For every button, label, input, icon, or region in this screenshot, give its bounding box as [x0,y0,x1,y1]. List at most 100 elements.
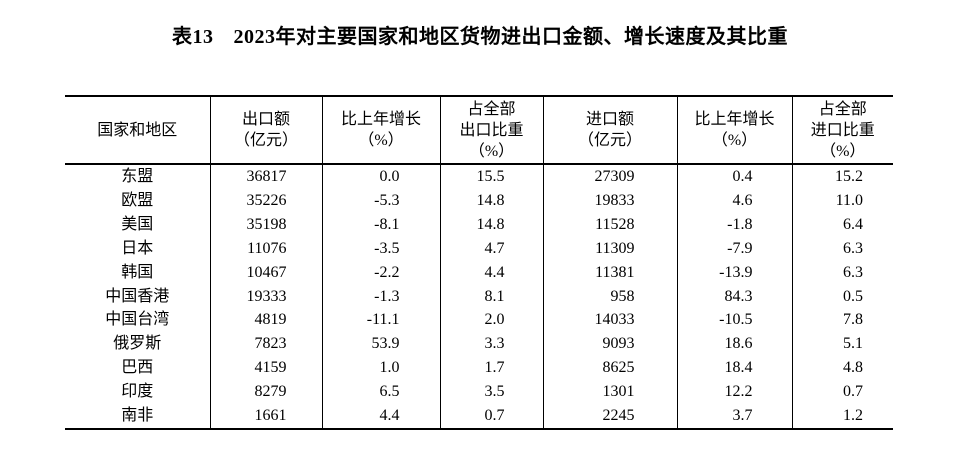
value-cell: 10467 [209,260,322,285]
value-cell: 11528 [542,212,677,237]
region-cell: 日本 [121,239,154,257]
value-cell: 14033 [542,308,677,333]
value-cell: 1661 [209,404,322,429]
column-header-line: 进口额 [585,111,634,128]
value-cell: 8279 [209,380,322,405]
value-cell: 5.1 [791,332,893,357]
value-cell: 15.2 [791,164,893,189]
column-header-line: 比上年增长 [694,111,775,128]
column-header-import-growth: 比上年增长 （%） [676,96,792,164]
value-cell: 958 [542,284,677,309]
trade-table: 国家和地区 出口额 （亿元） 比上年增长 （%） 占全部 出口比重 （%） 进口额 （亿元） 比上年… [65,95,893,430]
column-header-import-amount: 进口额 （亿元） [542,96,677,164]
value-cell: -1.8 [676,212,792,237]
table-row: 美国 35198 -8.1 14.8 11528 -1.8 6.4 [65,212,893,237]
value-cell: 1301 [542,380,677,405]
value-cell: 11076 [209,236,322,261]
column-header-country-region: 国家和地区 [65,96,210,164]
value-cell: 84.3 [676,284,792,309]
value-cell: 1.0 [321,356,440,381]
value-cell: 18.4 [676,356,792,381]
value-cell: 4.7 [439,236,543,261]
value-cell: 6.5 [321,380,440,405]
region-cell: 欧盟 [121,191,154,209]
column-header-line: 国家和地区 [97,121,178,139]
column-header-line: 出口额 [241,111,290,128]
value-cell: 36817 [209,164,322,189]
column-header-import-share: 占全部 进口比重 （%） [791,96,893,164]
value-cell: 8.1 [439,284,543,309]
value-cell: 1.7 [439,356,543,381]
column-header-line: 出口比重 [459,121,524,139]
value-cell: 1.2 [791,404,893,429]
value-cell: -13.9 [676,260,792,285]
value-cell: 2245 [542,404,677,429]
table-number: 表13 [172,26,214,48]
region-cell: 东盟 [121,168,154,185]
region-cell: 印度 [121,383,154,401]
value-cell: 11381 [542,260,677,285]
value-cell: 11309 [542,236,677,261]
value-cell: 7823 [209,332,322,357]
value-cell: 6.3 [791,236,893,261]
value-cell: 14.8 [439,188,543,213]
table-row: 俄罗斯 7823 53.9 3.3 9093 18.6 5.1 [65,332,893,357]
table-row: 韩国 10467 -2.2 4.4 11381 -13.9 6.3 [65,260,893,285]
column-header-line: （%） [358,132,404,149]
value-cell: 11.0 [791,188,893,213]
table-title-text: 2023年对主要国家和地区货物进出口金额、增长速度及其比重 [233,26,788,48]
value-cell: 3.7 [676,404,792,429]
column-header-line: 占全部 [467,100,516,118]
value-cell: 35226 [209,188,322,213]
header-row: 国家和地区 出口额 （亿元） 比上年增长 （%） 占全部 出口比重 （%） 进口额 （亿元） 比上年… [65,96,893,164]
region-cell: 美国 [121,215,154,233]
value-cell: 19333 [209,284,322,309]
value-cell: 0.0 [321,164,440,189]
value-cell: 19833 [542,188,677,213]
value-cell: 4.8 [791,356,893,381]
table-row: 巴西 4159 1.0 1.7 8625 18.4 4.8 [65,356,893,381]
value-cell: -7.9 [676,236,792,261]
value-cell: 7.8 [791,308,893,333]
value-cell: 0.7 [439,404,543,429]
value-cell: -8.1 [321,212,440,237]
value-cell: 18.6 [676,332,792,357]
table-row: 东盟 36817 0.0 15.5 27309 0.4 15.2 [65,164,893,189]
region-cell: 韩国 [121,263,154,281]
column-header-export-growth: 比上年增长 （%） [321,96,440,164]
value-cell: 4.4 [439,260,543,285]
value-cell: 4.4 [321,404,440,429]
column-header-line: 进口比重 [810,121,875,139]
value-cell: -2.2 [321,260,440,285]
value-cell: 15.5 [439,164,543,189]
value-cell: 0.7 [791,380,893,405]
column-header-export-share: 占全部 出口比重 （%） [439,96,543,164]
value-cell: 35198 [209,212,322,237]
region-cell: 中国香港 [105,287,170,305]
region-cell: 南非 [121,407,154,425]
value-cell: 4159 [209,356,322,381]
value-cell: -10.5 [676,308,792,333]
table-body: 东盟 36817 0.0 15.5 27309 0.4 15.2 欧盟 35226 -5.3 14.… [65,164,893,429]
table-row: 欧盟 35226 -5.3 14.8 19833 4.6 11.0 [65,188,893,213]
value-cell: -1.3 [321,284,440,309]
value-cell: 14.8 [439,212,543,237]
value-cell: 9093 [542,332,677,357]
table-row: 日本 11076 -3.5 4.7 11309 -7.9 6.3 [65,236,893,261]
value-cell: 3.5 [439,380,543,405]
trade-table-container: 国家和地区 出口额 （亿元） 比上年增长 （%） 占全部 出口比重 （%） 进口额 （亿元） 比上年… [65,95,893,430]
value-cell: 4.6 [676,188,792,213]
value-cell: 0.4 [676,164,792,189]
region-cell: 巴西 [121,359,154,377]
value-cell: 3.3 [439,332,543,357]
column-header-line: 占全部 [818,100,867,118]
table-title: 表13 2023年对主要国家和地区货物进出口金额、增长速度及其比重 [0,20,960,49]
value-cell: 8625 [542,356,677,381]
value-cell: 2.0 [439,308,543,333]
value-cell: 0.5 [791,284,893,309]
table-header: 国家和地区 出口额 （亿元） 比上年增长 （%） 占全部 出口比重 （%） 进口额 （亿元） 比上年… [65,96,893,164]
value-cell: 12.2 [676,380,792,405]
column-header-line: （亿元） [577,132,642,149]
value-cell: 6.3 [791,260,893,285]
value-cell: -5.3 [321,188,440,213]
